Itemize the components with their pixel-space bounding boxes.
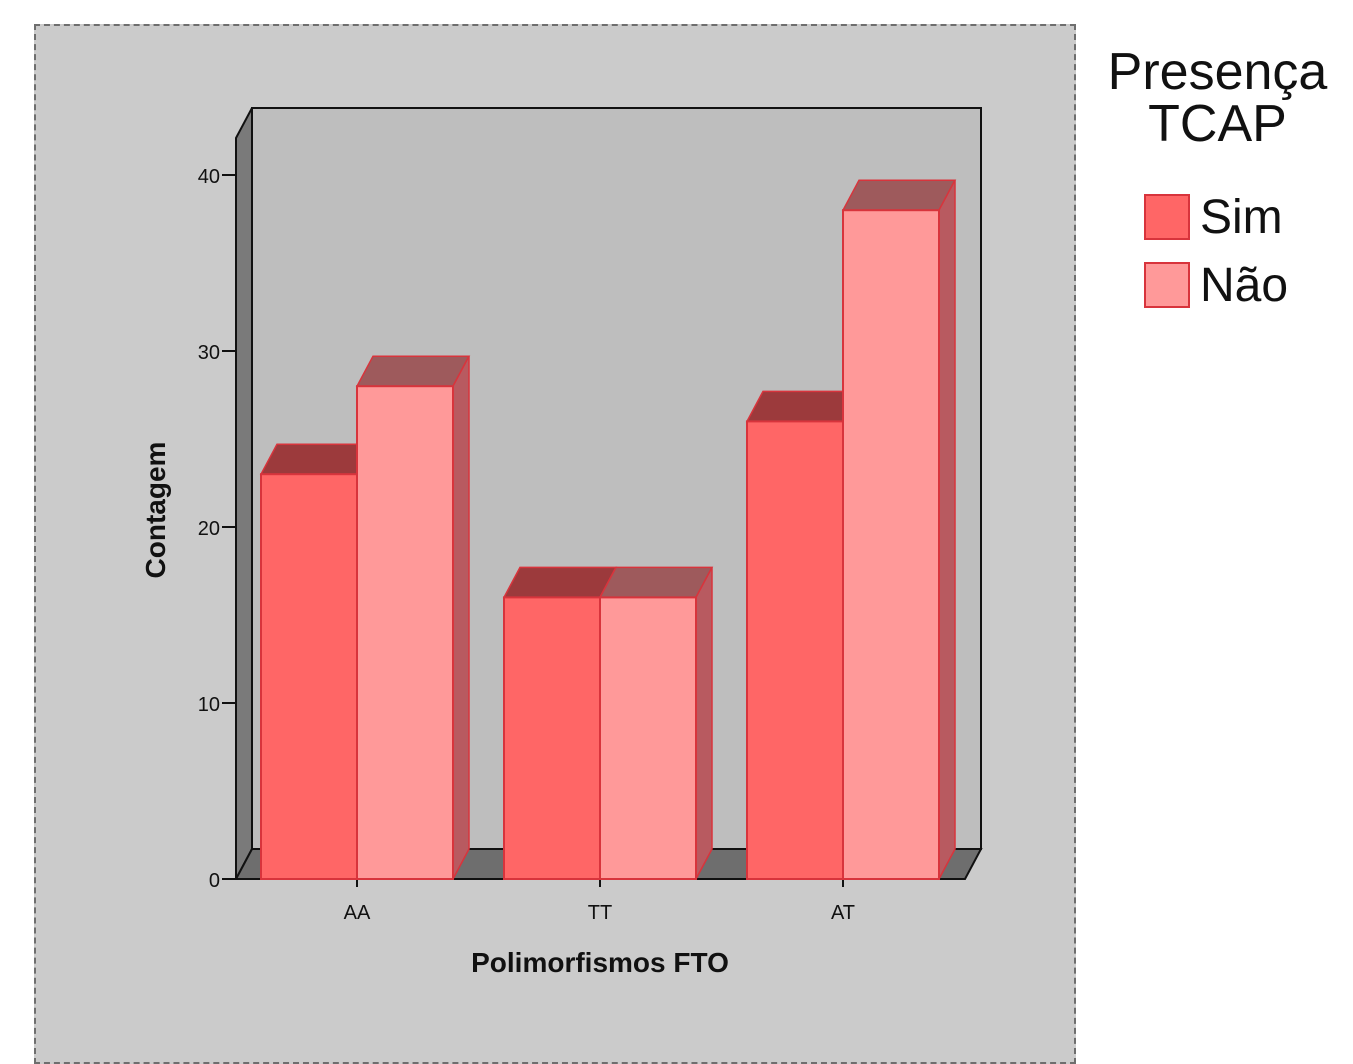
bar-side <box>938 179 956 880</box>
bar <box>599 596 697 881</box>
legend-swatch-nao <box>1144 262 1190 308</box>
legend-swatch-sim <box>1144 194 1190 240</box>
bar <box>503 596 601 881</box>
bar-top <box>598 566 714 599</box>
axes: 0 10 20 30 40 AA TT AT <box>198 138 965 924</box>
legend-title-line2: TCAP <box>1148 95 1287 153</box>
bar <box>356 385 454 880</box>
legend: Presença TCAP Sim Não <box>1082 43 1353 312</box>
y-tick-label: 40 <box>198 166 220 188</box>
bar-top <box>502 566 618 599</box>
bar-top <box>841 179 957 211</box>
y-tick-label: 10 <box>198 694 220 716</box>
legend-label-nao: Não <box>1200 259 1289 312</box>
plot-side-wall <box>235 107 253 880</box>
x-tick-label: TT <box>588 902 612 924</box>
y-tick-label: 20 <box>198 518 220 540</box>
bar <box>260 473 358 880</box>
x-axis-label: Polimorfismos FTO <box>471 947 729 978</box>
x-tick-label: AA <box>344 902 371 924</box>
legend-label-sim: Sim <box>1200 191 1283 244</box>
bar-side <box>452 355 470 880</box>
bar <box>746 420 844 880</box>
y-tick-label: 0 <box>209 870 220 892</box>
legend-title-line1: Presença <box>1107 43 1328 101</box>
bar <box>842 209 940 880</box>
bar-top <box>355 355 471 387</box>
bar-side <box>695 567 713 880</box>
x-tick-label: AT <box>831 902 855 924</box>
y-axis-label: Contagem <box>140 442 171 579</box>
y-tick-label: 30 <box>198 342 220 364</box>
bars <box>259 179 957 881</box>
